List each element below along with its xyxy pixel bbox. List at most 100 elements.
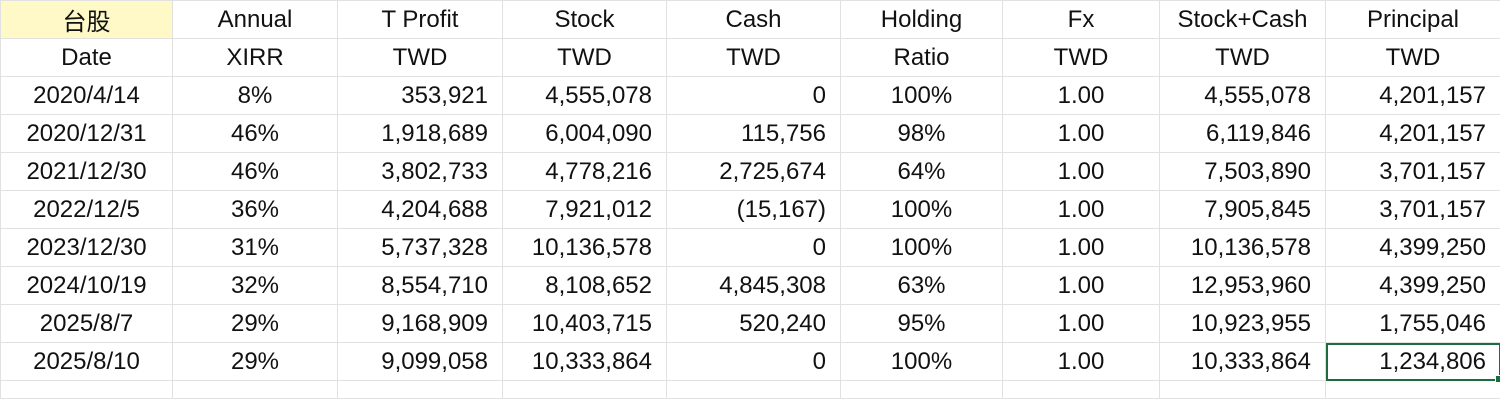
header-cell-holding-ratio[interactable]: Holding — [840, 0, 1003, 39]
header-cell-fx[interactable]: Fx — [1002, 0, 1160, 39]
cell-principal[interactable]: 1,234,806 — [1325, 342, 1500, 384]
header-cell-annual-xirr[interactable]: Annual — [172, 0, 338, 39]
header-cell-principal[interactable]: TWD — [1325, 38, 1500, 77]
empty-cell[interactable] — [1159, 380, 1326, 399]
empty-cell[interactable] — [337, 380, 503, 399]
cell-annual-xirr[interactable]: 32% — [172, 266, 338, 305]
empty-cell[interactable] — [172, 380, 338, 399]
cell-stock[interactable]: 4,778,216 — [502, 152, 667, 191]
cell-t-profit[interactable]: 3,802,733 — [337, 152, 503, 191]
cell-stock-cash[interactable]: 10,333,864 — [1159, 342, 1326, 381]
cell-stock[interactable]: 8,108,652 — [502, 266, 667, 305]
header-cell-date[interactable]: Date — [0, 38, 173, 77]
header-cell-annual-xirr[interactable]: XIRR — [172, 38, 338, 77]
header-cell-t-profit[interactable]: TWD — [337, 38, 503, 77]
header-cell-stock[interactable]: Stock — [502, 0, 667, 39]
cell-fx[interactable]: 1.00 — [1002, 114, 1160, 153]
cell-fx[interactable]: 1.00 — [1002, 76, 1160, 115]
header-cell-stock[interactable]: TWD — [502, 38, 667, 77]
empty-cell[interactable] — [666, 380, 841, 399]
cell-stock-cash[interactable]: 7,503,890 — [1159, 152, 1326, 191]
cell-date[interactable]: 2020/4/14 — [0, 76, 173, 115]
cell-date[interactable]: 2020/12/31 — [0, 114, 173, 153]
cell-principal[interactable]: 3,701,157 — [1325, 190, 1500, 229]
cell-holding-ratio[interactable]: 64% — [840, 152, 1003, 191]
cell-t-profit[interactable]: 9,168,909 — [337, 304, 503, 343]
header-cell-stock-cash[interactable]: Stock+Cash — [1159, 0, 1326, 39]
header-cell-cash[interactable]: TWD — [666, 38, 841, 77]
cell-cash[interactable]: 4,845,308 — [666, 266, 841, 305]
cell-principal[interactable]: 4,399,250 — [1325, 266, 1500, 305]
cell-fx[interactable]: 1.00 — [1002, 190, 1160, 229]
cell-holding-ratio[interactable]: 100% — [840, 228, 1003, 267]
cell-stock-cash[interactable]: 4,555,078 — [1159, 76, 1326, 115]
header-cell-holding-ratio[interactable]: Ratio — [840, 38, 1003, 77]
cell-cash[interactable]: 0 — [666, 76, 841, 115]
cell-annual-xirr[interactable]: 46% — [172, 114, 338, 153]
cell-t-profit[interactable]: 4,204,688 — [337, 190, 503, 229]
cell-stock[interactable]: 4,555,078 — [502, 76, 667, 115]
empty-cell[interactable] — [840, 380, 1003, 399]
cell-stock[interactable]: 10,403,715 — [502, 304, 667, 343]
cell-holding-ratio[interactable]: 100% — [840, 190, 1003, 229]
header-cell-date[interactable]: 台股 — [0, 0, 173, 39]
cell-annual-xirr[interactable]: 8% — [172, 76, 338, 115]
cell-annual-xirr[interactable]: 46% — [172, 152, 338, 191]
cell-annual-xirr[interactable]: 29% — [172, 342, 338, 381]
cell-date[interactable]: 2024/10/19 — [0, 266, 173, 305]
empty-cell[interactable] — [502, 380, 667, 399]
header-cell-stock-cash[interactable]: TWD — [1159, 38, 1326, 77]
cell-holding-ratio[interactable]: 100% — [840, 342, 1003, 381]
cell-cash[interactable]: 0 — [666, 342, 841, 381]
cell-fx[interactable]: 1.00 — [1002, 266, 1160, 305]
cell-date[interactable]: 2025/8/7 — [0, 304, 173, 343]
cell-holding-ratio[interactable]: 95% — [840, 304, 1003, 343]
cell-holding-ratio[interactable]: 63% — [840, 266, 1003, 305]
cell-stock-cash[interactable]: 10,136,578 — [1159, 228, 1326, 267]
cell-annual-xirr[interactable]: 29% — [172, 304, 338, 343]
cell-stock-cash[interactable]: 12,953,960 — [1159, 266, 1326, 305]
cell-principal[interactable]: 4,201,157 — [1325, 114, 1500, 153]
cell-stock[interactable]: 6,004,090 — [502, 114, 667, 153]
empty-cell[interactable] — [0, 380, 173, 399]
cell-date[interactable]: 2023/12/30 — [0, 228, 173, 267]
cell-date[interactable]: 2022/12/5 — [0, 190, 173, 229]
cell-t-profit[interactable]: 9,099,058 — [337, 342, 503, 381]
cell-t-profit[interactable]: 1,918,689 — [337, 114, 503, 153]
cell-cash[interactable]: 115,756 — [666, 114, 841, 153]
cell-fx[interactable]: 1.00 — [1002, 304, 1160, 343]
cell-stock[interactable]: 10,333,864 — [502, 342, 667, 381]
cell-t-profit[interactable]: 8,554,710 — [337, 266, 503, 305]
cell-holding-ratio[interactable]: 100% — [840, 76, 1003, 115]
cell-annual-xirr[interactable]: 36% — [172, 190, 338, 229]
cell-fx[interactable]: 1.00 — [1002, 228, 1160, 267]
cell-fx[interactable]: 1.00 — [1002, 342, 1160, 381]
cell-principal[interactable]: 4,399,250 — [1325, 228, 1500, 267]
cell-stock-cash[interactable]: 6,119,846 — [1159, 114, 1326, 153]
empty-cell[interactable] — [1325, 380, 1500, 399]
empty-cell[interactable] — [1002, 380, 1160, 399]
cell-principal[interactable]: 4,201,157 — [1325, 76, 1500, 115]
cell-date[interactable]: 2025/8/10 — [0, 342, 173, 381]
cell-fx[interactable]: 1.00 — [1002, 152, 1160, 191]
cell-date[interactable]: 2021/12/30 — [0, 152, 173, 191]
cell-stock-cash[interactable]: 7,905,845 — [1159, 190, 1326, 229]
cell-stock[interactable]: 10,136,578 — [502, 228, 667, 267]
cell-holding-ratio[interactable]: 98% — [840, 114, 1003, 153]
cell-principal[interactable]: 3,701,157 — [1325, 152, 1500, 191]
cell-cash[interactable]: 0 — [666, 228, 841, 267]
header-cell-principal[interactable]: Principal — [1325, 0, 1500, 39]
cell-annual-xirr[interactable]: 31% — [172, 228, 338, 267]
header-cell-cash[interactable]: Cash — [666, 0, 841, 39]
header-cell-t-profit[interactable]: T Profit — [337, 0, 503, 39]
cell-t-profit[interactable]: 353,921 — [337, 76, 503, 115]
cell-stock[interactable]: 7,921,012 — [502, 190, 667, 229]
cell-t-profit[interactable]: 5,737,328 — [337, 228, 503, 267]
cell-stock-cash[interactable]: 10,923,955 — [1159, 304, 1326, 343]
cell-cash[interactable]: 2,725,674 — [666, 152, 841, 191]
cell-cash[interactable]: (15,167) — [666, 190, 841, 229]
cell-principal[interactable]: 1,755,046 — [1325, 304, 1500, 343]
cell-cash[interactable]: 520,240 — [666, 304, 841, 343]
header-cell-fx[interactable]: TWD — [1002, 38, 1160, 77]
